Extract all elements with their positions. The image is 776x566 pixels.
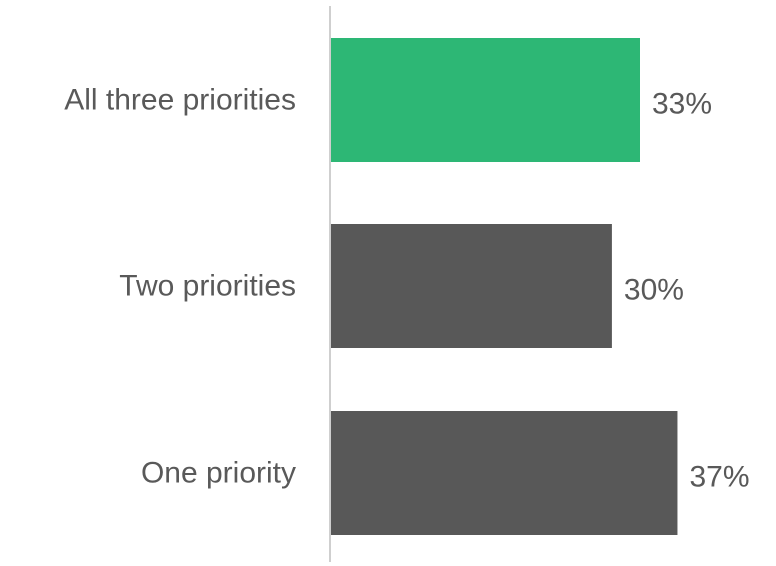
bars-group xyxy=(331,38,678,535)
data-label-one-priority: 37% xyxy=(689,461,749,494)
category-label-two-priorities: Two priorities xyxy=(119,270,296,303)
category-labels: All three priorities Two priorities One pr… xyxy=(64,84,296,490)
data-label-two-priorities: 30% xyxy=(624,274,684,307)
bar-all-three-priorities xyxy=(331,38,640,162)
category-label-one-priority: One priority xyxy=(141,457,296,490)
bar-two-priorities xyxy=(331,224,612,348)
bar-one-priority xyxy=(331,411,678,535)
category-label-all-three-priorities: All three priorities xyxy=(64,84,296,117)
data-label-all-three-priorities: 33% xyxy=(652,88,712,121)
data-labels: 33% 30% 37% xyxy=(624,88,750,494)
